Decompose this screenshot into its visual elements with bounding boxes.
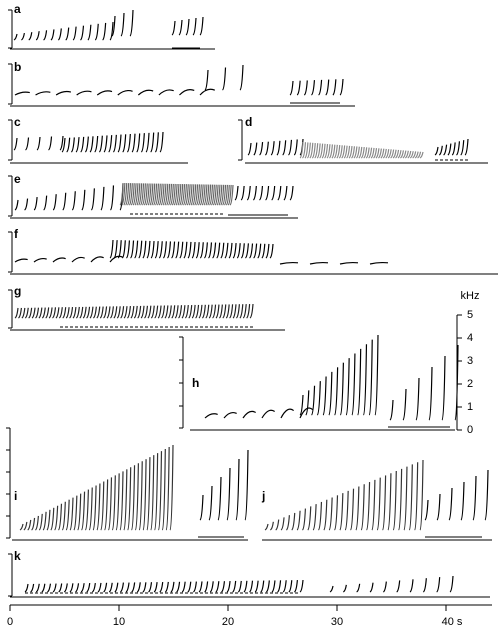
frequency-tick-label: 3 — [467, 355, 473, 367]
spectrogram-traces — [13, 9, 489, 593]
syllable-trace — [61, 131, 164, 153]
syllable-trace — [171, 16, 204, 36]
syllable-trace — [14, 255, 123, 263]
frequency-tick-label: 2 — [467, 378, 473, 390]
time-tick-label: 20 — [222, 616, 234, 628]
syllable-trace — [279, 261, 389, 265]
frequency-axis-title: kHz — [461, 290, 480, 302]
syllable-trace — [14, 183, 124, 211]
syllable-trace — [119, 182, 234, 206]
syllable-trace — [389, 344, 459, 421]
syllable-trace — [247, 138, 304, 156]
syllable-trace — [434, 138, 469, 156]
panel-label: i — [14, 489, 17, 503]
syllable-trace — [24, 579, 304, 593]
syllable-trace — [13, 135, 64, 151]
time-tick-label: 0 — [7, 616, 13, 628]
panel-label: b — [14, 60, 21, 74]
panel-label: d — [245, 115, 252, 129]
frequency-tick-label: 5 — [467, 309, 473, 321]
frequency-tick-label: 4 — [467, 332, 473, 344]
syllable-trace — [109, 239, 274, 259]
panel-label: h — [192, 376, 199, 390]
panel-label: j — [261, 489, 265, 503]
syllable-trace — [111, 9, 134, 37]
frequency-tick-label: 0 — [467, 424, 473, 436]
syllable-trace — [264, 459, 424, 531]
panel-frames — [6, 9, 498, 598]
panel-label: c — [14, 115, 21, 129]
syllable-trace — [299, 334, 379, 416]
syllable-trace — [13, 21, 114, 41]
time-tick-label: 30 — [331, 616, 343, 628]
panel-label: f — [14, 227, 19, 241]
panel-label: e — [14, 172, 21, 186]
frequency-tick-label: 1 — [467, 401, 473, 413]
panel-label: k — [14, 549, 21, 563]
syllable-trace — [204, 407, 314, 419]
syllable-trace — [19, 444, 174, 531]
time-tick-label: 40 s — [442, 616, 463, 628]
time-tick-label: 10 — [113, 616, 125, 628]
syllable-trace — [14, 303, 254, 319]
syllable-trace — [424, 469, 489, 521]
syllable-trace — [234, 185, 294, 201]
syllable-trace — [14, 88, 216, 96]
panel-label: g — [14, 284, 21, 298]
syllable-trace — [204, 64, 244, 91]
syllable-trace — [199, 449, 249, 521]
syllable-trace — [289, 78, 344, 96]
syllable-trace — [299, 141, 424, 159]
syllable-trace — [329, 575, 454, 593]
panel-label: a — [14, 2, 21, 16]
